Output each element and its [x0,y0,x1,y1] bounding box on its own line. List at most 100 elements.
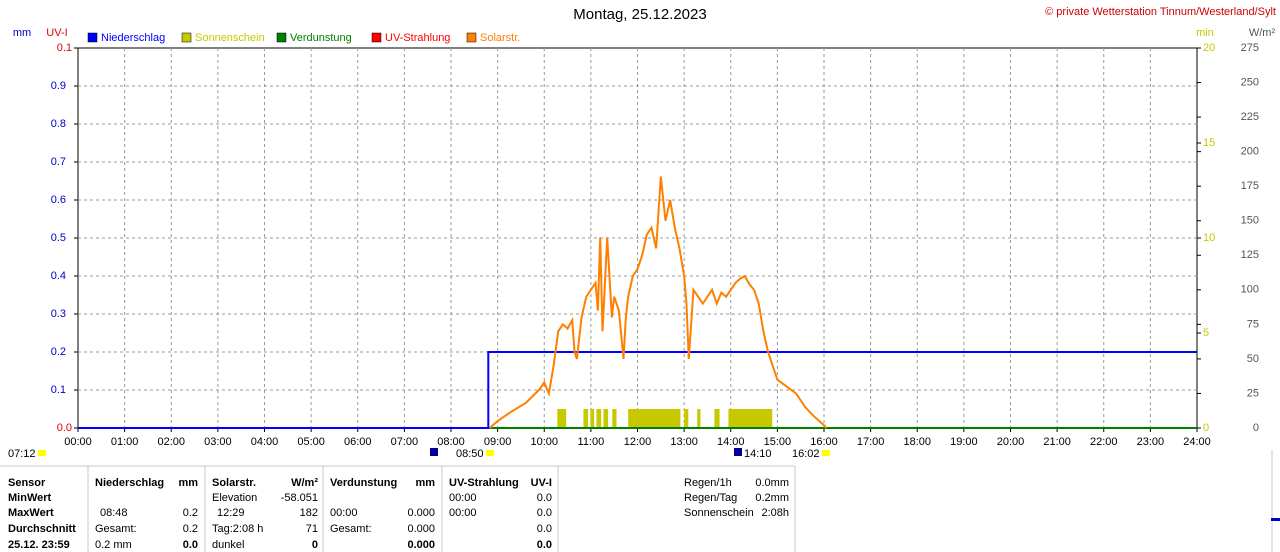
cell-value: 0.2 [183,507,198,519]
moon-icon [430,448,438,456]
legend-label: Verdunstung [290,32,352,44]
y-tick-label: 175 [1241,180,1259,192]
cell-label: Gesamt: [95,523,137,535]
y-tick-label: 225 [1241,111,1259,123]
x-tick-label: 15:00 [764,436,792,448]
credit: © private Wetterstation Tinnum/Westerlan… [1045,6,1276,18]
y-tick-label: 0.7 [51,156,66,168]
y-tick-label: 5 [1203,327,1209,339]
legend-label: Solarstr. [480,32,520,44]
marker-label: 08:50 [456,448,484,460]
legend-swatch [181,32,192,43]
x-tick-label: 23:00 [1137,436,1165,448]
sunshine-bar [603,409,609,428]
cell-label: Elevation [212,492,257,504]
x-tick-label: 13:00 [670,436,698,448]
cell-value: 0.000 [407,539,435,551]
cell-value: UV-I [531,477,552,489]
cell-label: 08:48 [100,507,128,519]
y-tick-label: 0.5 [51,232,66,244]
cell-value: mm [178,477,198,489]
cell-label: Gesamt: [330,523,372,535]
y-tick-label: 0.1 [57,42,72,54]
sunshine-bar [714,409,720,428]
legend-label: Sonnenschein [195,32,265,44]
legend-label: Niederschlag [101,32,165,44]
row-label: MinWert [8,492,52,504]
axis-title: W/m² [1249,27,1276,39]
sunshine-bar [728,409,773,428]
axis-title: mm [13,27,31,39]
cell-label: Verdunstung [330,477,397,489]
legend-label: UV-Strahlung [385,32,450,44]
summary-value: 0.0mm [755,477,789,489]
y-tick-label: 0.1 [51,384,66,396]
x-tick-label: 24:00 [1183,436,1211,448]
cell-label: 00:00 [330,507,358,519]
cell-value: 0.000 [407,523,435,535]
cell-value: 0.0 [183,539,198,551]
cell-label: Niederschlag [95,477,164,489]
y-tick-label: 150 [1241,215,1259,227]
sunshine-bar [596,409,602,428]
y-tick-label: 0.3 [51,308,66,320]
y-tick-label: 20 [1203,42,1215,54]
x-tick-label: 04:00 [251,436,279,448]
marker-label: 07:12 [8,448,36,460]
y-tick-label: 0.6 [51,194,66,206]
series-line [78,351,1197,429]
y-tick-label: 0.4 [51,270,66,282]
y-tick-label: 0 [1203,422,1209,434]
cell-label: 12:29 [217,507,245,519]
cell-value: -58.051 [281,492,318,504]
sunshine-bar [697,409,701,428]
sunshine-bar [557,409,567,428]
cell-label: dunkel [212,539,244,551]
cell-value: 0.0 [537,539,552,551]
sunshine-bar [590,409,595,428]
x-tick-label: 12:00 [624,436,652,448]
x-tick-label: 19:00 [950,436,978,448]
cell-label: UV-Strahlung [449,477,519,489]
x-tick-label: 14:00 [717,436,745,448]
x-tick-label: 16:00 [810,436,838,448]
summary-value: 2:08h [761,507,789,519]
x-tick-label: 10:00 [530,436,558,448]
summary-value: 0.2mm [755,492,789,504]
sunshine-bar [583,409,589,428]
y-tick-label: 25 [1247,387,1259,399]
cell-value: 0.000 [407,507,435,519]
summary-label: Regen/Tag [684,492,737,504]
sun-icon [38,450,46,456]
y-tick-label: 0.8 [51,118,66,130]
y-tick-label: 250 [1241,76,1259,88]
row-label: 25.12. 23:59 [8,539,70,551]
x-tick-label: 07:00 [391,436,419,448]
cell-label: 00:00 [449,492,477,504]
x-tick-label: 21:00 [1043,436,1071,448]
sunshine-bar [684,409,689,428]
x-tick-label: 01:00 [111,436,139,448]
y-tick-label: 10 [1203,232,1215,244]
y-tick-label: 200 [1241,146,1259,158]
cell-value: 0.2 [183,523,198,535]
x-tick-label: 11:00 [578,436,605,448]
cell-value: 0.0 [537,523,552,535]
moon-icon [734,448,742,456]
row-label: Sensor [8,477,46,489]
axis-title: min [1196,27,1214,39]
legend-swatch [371,32,382,43]
x-tick-label: 09:00 [484,436,512,448]
summary-label: Regen/1h [684,477,732,489]
x-tick-label: 22:00 [1090,436,1118,448]
y-tick-label: 50 [1247,353,1259,365]
x-tick-label: 18:00 [903,436,931,448]
cell-value: 0 [312,539,318,551]
y-tick-label: 75 [1247,318,1259,330]
x-tick-label: 06:00 [344,436,372,448]
x-tick-label: 08:00 [437,436,465,448]
sun-icon [822,450,830,456]
sun-icon [486,450,494,456]
y-tick-label: 125 [1241,249,1259,261]
